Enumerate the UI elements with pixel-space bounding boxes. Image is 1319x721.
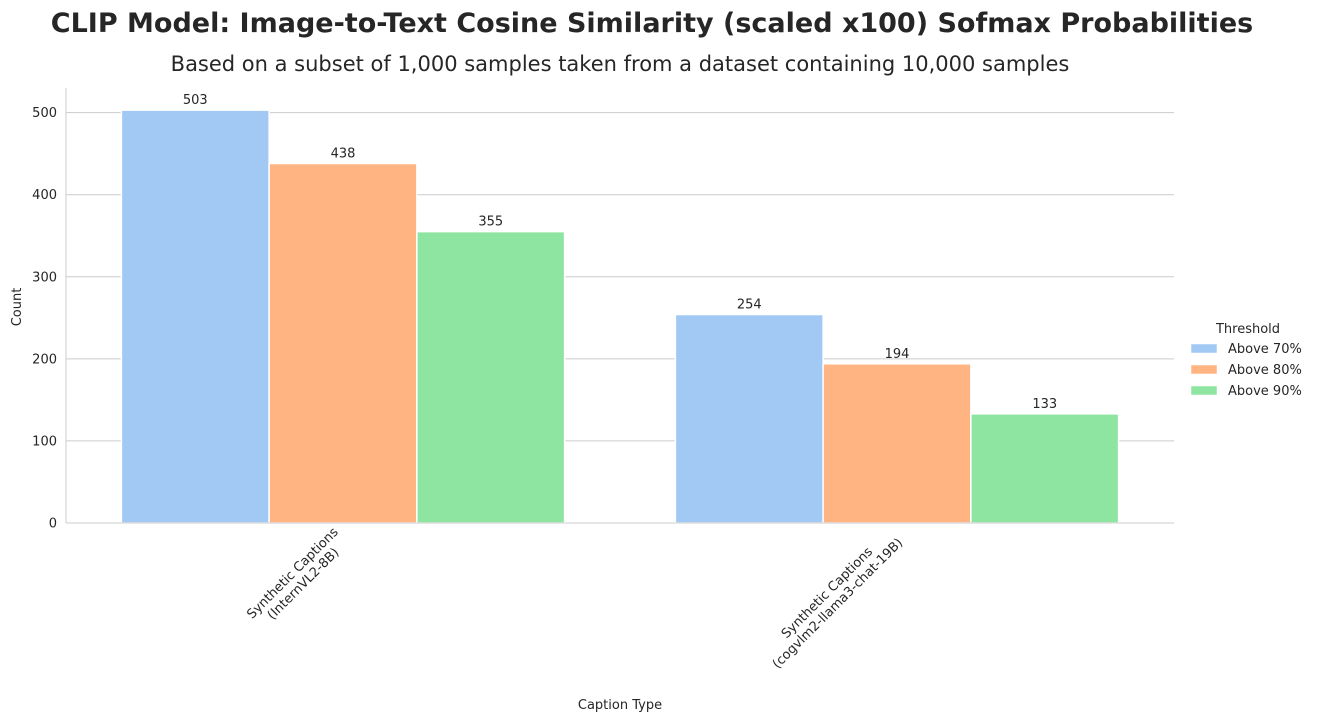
chart-subtitle: Based on a subset of 1,000 samples taken… — [171, 52, 1070, 76]
x-tick-label-line: Synthetic Captions — [244, 525, 341, 622]
bar-value-label: 254 — [737, 298, 762, 313]
y-tick-label: 400 — [32, 188, 57, 203]
x-tick-label: Synthetic Captions(InternVL2-8B) — [244, 525, 342, 623]
x-tick-label-line: (cogvlm2-llama3-chat-19B) — [770, 536, 906, 672]
x-axis-label: Caption Type — [578, 698, 662, 713]
x-tick-label-line: Synthetic Captions — [779, 544, 876, 641]
bar-value-label: 133 — [1032, 397, 1057, 412]
x-tick-label: Synthetic Captions(cogvlm2-llama3-chat-1… — [770, 536, 906, 672]
bar-value-label: 355 — [478, 215, 503, 230]
bar — [970, 413, 1120, 524]
bar — [120, 109, 270, 524]
legend-entry: Above 80% — [1228, 363, 1302, 378]
y-tick-label: 0 — [49, 517, 57, 532]
legend-title: Threshold — [1215, 322, 1280, 337]
bar — [822, 363, 972, 524]
bar-value-labels: 503 438 355 254 194 133 — [183, 93, 1057, 412]
y-tick-label: 300 — [32, 270, 57, 285]
bar — [674, 313, 824, 524]
bar-value-label: 438 — [331, 147, 356, 162]
bar — [416, 230, 566, 524]
bar — [268, 162, 418, 524]
legend-entry: Above 90% — [1228, 384, 1302, 399]
y-tick-label: 100 — [32, 434, 57, 449]
bar-value-label: 503 — [183, 93, 208, 108]
legend-swatch — [1190, 343, 1218, 354]
legend-swatch — [1190, 385, 1218, 396]
legend: Threshold Above 70% Above 80% Above 90% — [1190, 322, 1302, 399]
chart-title: CLIP Model: Image-to-Text Cosine Similar… — [51, 8, 1253, 39]
y-axis-label: Count — [10, 288, 25, 327]
y-tick-label: 500 — [32, 106, 57, 121]
bar-value-label: 194 — [885, 347, 910, 362]
y-tick-label: 200 — [32, 352, 57, 367]
legend-swatch — [1190, 364, 1218, 375]
bars — [120, 109, 1120, 524]
legend-entry: Above 70% — [1228, 342, 1302, 357]
